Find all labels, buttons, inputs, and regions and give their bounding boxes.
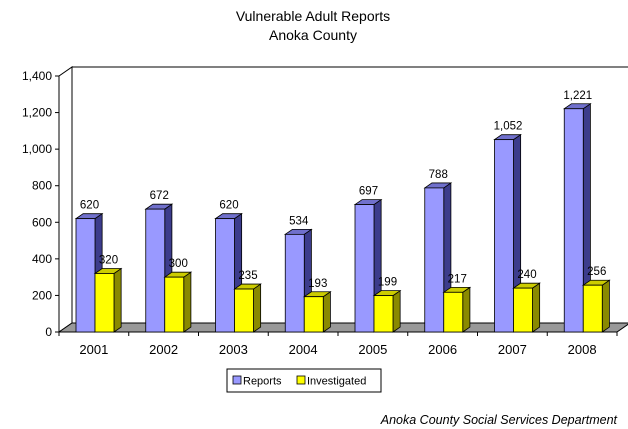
x-tick-label: 2005 <box>358 342 387 357</box>
legend: Reports Investigated <box>226 368 382 393</box>
bar-investigated-side <box>322 290 331 333</box>
bar-investigated-front <box>513 287 533 333</box>
bar-investigated <box>233 283 262 333</box>
data-label: 620 <box>219 200 238 212</box>
bar-investigated <box>442 286 472 333</box>
bar-investigated-side <box>392 289 401 333</box>
bar-reports-front <box>75 218 96 333</box>
data-label: 534 <box>289 215 309 227</box>
data-label: 235 <box>238 270 257 282</box>
bar-reports-front <box>563 108 584 333</box>
bar-investigated <box>581 279 611 333</box>
y-tick-label: 800 <box>32 179 52 193</box>
bar-reports-front <box>354 204 375 333</box>
axes: 0 200 400 600 800 1,000 1,200 1,400 2001 2002 2003… <box>22 66 628 357</box>
bar-investigated <box>512 282 541 333</box>
bar-investigated-front <box>94 273 115 333</box>
bar-investigated-front <box>303 296 324 333</box>
bar-investigated-side <box>113 267 122 333</box>
bar-reports <box>562 103 592 333</box>
y-tick-label: 400 <box>32 252 52 266</box>
x-tick-label: 2004 <box>289 342 318 357</box>
data-label: 620 <box>80 200 99 212</box>
bar-investigated <box>372 289 402 333</box>
side-wall <box>58 66 73 333</box>
y-tick-label: 1,400 <box>22 69 52 83</box>
bar-investigated-front <box>582 284 603 333</box>
data-label: 697 <box>359 186 378 198</box>
data-label: 1,221 <box>563 90 592 102</box>
x-tick-label: 2006 <box>428 342 457 357</box>
bar-investigated-side <box>253 283 262 333</box>
bar-investigated-side <box>462 286 471 333</box>
y-tick-label: 600 <box>32 215 52 229</box>
bar-reports <box>493 133 522 333</box>
bar-investigated-front <box>443 291 464 333</box>
bar-reports-front <box>284 233 305 333</box>
data-label: 672 <box>150 190 169 202</box>
data-label: 320 <box>99 255 118 267</box>
bar-investigated <box>163 271 193 333</box>
bar-reports-front <box>494 139 514 333</box>
x-tick-label: 2001 <box>79 342 108 357</box>
data-label: 199 <box>378 277 397 289</box>
y-tick-label: 0 <box>45 325 52 339</box>
bar-reports-front <box>145 208 166 333</box>
x-tick-label: 2003 <box>219 342 248 357</box>
data-label: 256 <box>587 266 606 278</box>
data-label: 240 <box>517 269 536 281</box>
chart-floor <box>57 322 628 333</box>
data-labels: 620 320 672 300 620 235 534 193 697 199 788 217 1,05… <box>80 90 606 290</box>
bars <box>74 103 611 333</box>
bar-reports-front <box>215 218 235 333</box>
data-label: 217 <box>448 273 467 285</box>
chart-title: Vulnerable Adult Reports <box>236 8 390 24</box>
y-tick-label: 1,200 <box>22 106 52 120</box>
x-tick-label: 2008 <box>568 342 597 357</box>
bar-investigated-side <box>532 282 541 333</box>
bar-reports-front <box>424 187 445 333</box>
data-label: 193 <box>308 278 327 290</box>
chart-subtitle: Anoka County <box>269 27 357 43</box>
x-tick-label: 2007 <box>498 342 527 357</box>
data-label: 788 <box>429 169 448 181</box>
chart-title-group: Vulnerable Adult Reports Anoka County <box>236 8 390 43</box>
legend-swatch-reports <box>232 375 242 385</box>
bar-investigated <box>93 267 123 333</box>
legend-label-investigated: Investigated <box>307 376 366 388</box>
data-label: 1,052 <box>494 121 523 133</box>
bar-investigated-front <box>234 288 254 333</box>
bar-investigated-front <box>164 276 185 333</box>
x-tick-label: 2002 <box>149 342 178 357</box>
bar-investigated-front <box>373 295 394 333</box>
bar-reports <box>423 182 453 333</box>
legend-label-reports: Reports <box>243 376 282 388</box>
y-tick-label: 200 <box>32 288 52 302</box>
source-note: Anoka County Social Services Department <box>380 413 618 427</box>
legend-swatch-investigated <box>296 375 306 385</box>
data-label: 300 <box>169 258 188 270</box>
bar-investigated-side <box>601 279 610 333</box>
bar-investigated <box>302 290 332 333</box>
y-tick-label: 1,000 <box>22 142 52 156</box>
bar-investigated-side <box>183 271 192 333</box>
